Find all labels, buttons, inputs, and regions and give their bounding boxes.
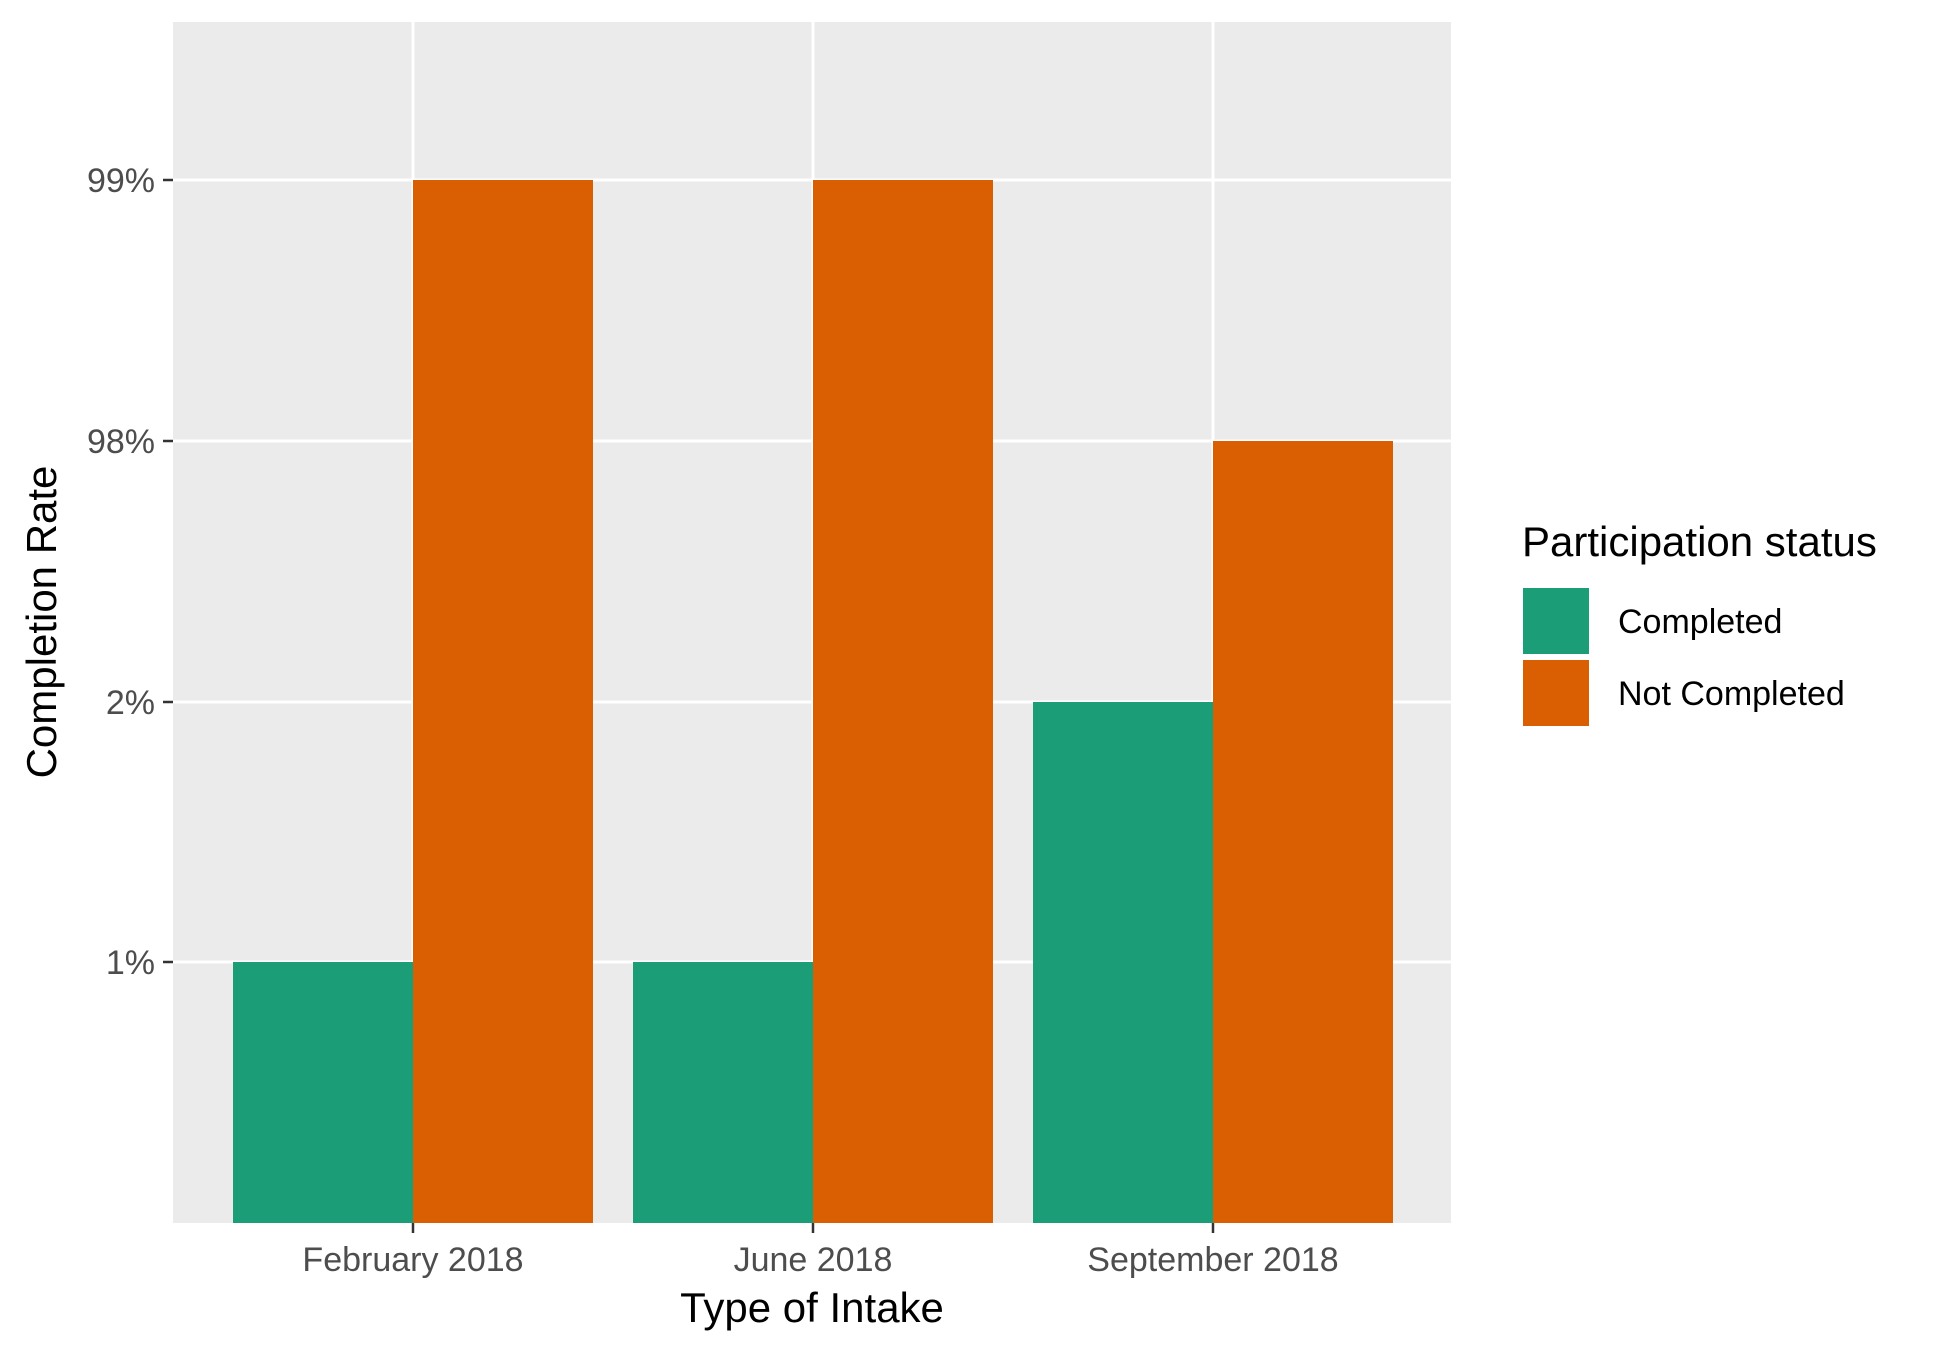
bars bbox=[233, 180, 1393, 1223]
bar-not-completed bbox=[413, 180, 593, 1223]
legend-key-completed bbox=[1521, 586, 1591, 656]
y-tick-label: 99% bbox=[87, 162, 155, 200]
y-axis-title: Completion Rate bbox=[18, 466, 65, 779]
legend-key-not-completed bbox=[1521, 658, 1591, 728]
bar-not-completed bbox=[813, 180, 993, 1223]
bar-completed bbox=[1033, 702, 1213, 1223]
legend-items: Completed Not Completed bbox=[1521, 586, 1845, 728]
legend-title: Participation status bbox=[1522, 518, 1877, 565]
legend-label: Completed bbox=[1618, 603, 1782, 641]
x-tick-label: September 2018 bbox=[1087, 1241, 1338, 1279]
x-tick-label: February 2018 bbox=[302, 1241, 523, 1279]
legend-label: Not Completed bbox=[1618, 675, 1845, 713]
y-tick-label: 2% bbox=[106, 684, 155, 722]
x-tick-label: June 2018 bbox=[734, 1241, 893, 1279]
bar-completed bbox=[233, 962, 413, 1223]
bar-completed bbox=[633, 962, 813, 1223]
x-axis: February 2018 June 2018 September 2018 bbox=[302, 1223, 1339, 1279]
y-axis: 1% 2% 98% 99% bbox=[87, 162, 173, 982]
y-tick-label: 1% bbox=[106, 944, 155, 982]
legend: Participation status Completed Not Comple… bbox=[1521, 518, 1877, 728]
x-axis-title: Type of Intake bbox=[680, 1284, 944, 1331]
y-tick-label: 98% bbox=[87, 423, 155, 461]
bar-not-completed bbox=[1213, 441, 1393, 1223]
